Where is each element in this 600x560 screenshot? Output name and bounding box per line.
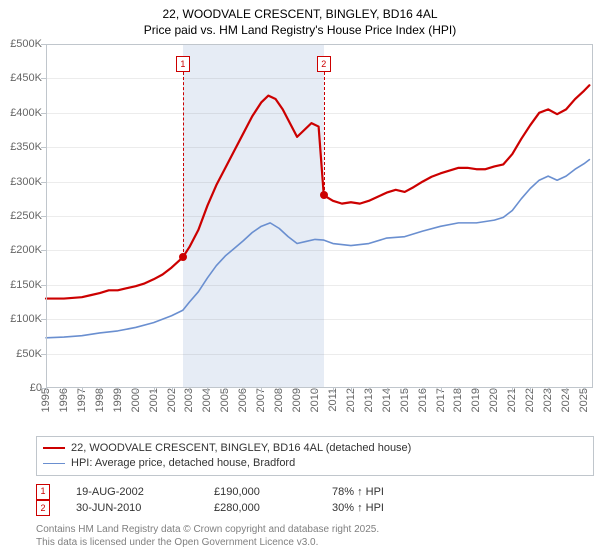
x-tick <box>207 388 208 393</box>
legend-swatch-hpi <box>43 463 65 464</box>
x-tick <box>46 388 47 393</box>
x-tick <box>548 388 549 393</box>
plot-area: 12 £0£50K£100K£150K£200K£250K£300K£350K£… <box>46 44 593 388</box>
legend-item-price-paid: 22, WOODVALE CRESCENT, BINGLEY, BD16 4AL… <box>43 441 587 456</box>
x-tick <box>261 388 262 393</box>
y-tick <box>41 147 46 148</box>
y-tick <box>41 250 46 251</box>
y-tick <box>41 182 46 183</box>
transaction-marker-1: 1 <box>36 484 50 500</box>
x-tick <box>530 388 531 393</box>
x-tick <box>100 388 101 393</box>
transaction-delta-1: 78% ↑ HPI <box>332 484 594 501</box>
transaction-price-1: £190,000 <box>214 484 324 501</box>
transaction-date-1: 19-AUG-2002 <box>58 484 206 501</box>
transaction-dot <box>179 253 187 261</box>
y-tick <box>41 285 46 286</box>
footnote-line-1: Contains HM Land Registry data © Crown c… <box>36 523 594 536</box>
footnote-line-2: This data is licensed under the Open Gov… <box>36 536 594 549</box>
y-tick <box>41 113 46 114</box>
x-tick <box>387 388 388 393</box>
chart-title: 22, WOODVALE CRESCENT, BINGLEY, BD16 4AL… <box>0 0 600 38</box>
transaction-marker-2: 2 <box>36 500 50 516</box>
transaction-marker-box: 1 <box>176 56 190 72</box>
legend-swatch-price-paid <box>43 447 65 449</box>
x-tick <box>154 388 155 393</box>
series-hpi <box>46 160 589 338</box>
title-line-2: Price paid vs. HM Land Registry's House … <box>0 22 600 38</box>
transaction-price-2: £280,000 <box>214 500 324 517</box>
legend-label-hpi: HPI: Average price, detached house, Brad… <box>71 456 295 471</box>
y-tick <box>41 319 46 320</box>
x-tick <box>82 388 83 393</box>
y-tick <box>41 78 46 79</box>
transaction-date-2: 30-JUN-2010 <box>58 500 206 517</box>
series-price_paid <box>46 85 589 298</box>
chart: 12 £0£50K£100K£150K£200K£250K£300K£350K£… <box>0 44 600 428</box>
x-tick <box>494 388 495 393</box>
y-tick <box>41 216 46 217</box>
transaction-row-2: 2 30-JUN-2010 £280,000 30% ↑ HPI <box>36 500 594 517</box>
x-tick <box>315 388 316 393</box>
x-tick <box>351 388 352 393</box>
x-tick <box>441 388 442 393</box>
x-tick <box>243 388 244 393</box>
x-tick <box>566 388 567 393</box>
transaction-row-1: 1 19-AUG-2002 £190,000 78% ↑ HPI <box>36 484 594 501</box>
legend: 22, WOODVALE CRESCENT, BINGLEY, BD16 4AL… <box>36 436 594 476</box>
x-tick <box>476 388 477 393</box>
x-tick <box>279 388 280 393</box>
x-tick <box>423 388 424 393</box>
y-tick <box>41 354 46 355</box>
footnote: Contains HM Land Registry data © Crown c… <box>36 523 594 549</box>
x-tick <box>118 388 119 393</box>
x-tick <box>297 388 298 393</box>
y-tick <box>41 44 46 45</box>
x-tick <box>64 388 65 393</box>
x-tick <box>333 388 334 393</box>
x-tick <box>369 388 370 393</box>
title-line-1: 22, WOODVALE CRESCENT, BINGLEY, BD16 4AL <box>0 6 600 22</box>
x-tick <box>512 388 513 393</box>
series-lines <box>46 44 593 388</box>
x-tick <box>458 388 459 393</box>
x-tick <box>172 388 173 393</box>
transaction-delta-2: 30% ↑ HPI <box>332 500 594 517</box>
x-tick <box>136 388 137 393</box>
legend-and-notes: 22, WOODVALE CRESCENT, BINGLEY, BD16 4AL… <box>36 436 594 549</box>
transaction-dot <box>320 191 328 199</box>
x-tick <box>189 388 190 393</box>
legend-item-hpi: HPI: Average price, detached house, Brad… <box>43 456 587 471</box>
x-tick <box>225 388 226 393</box>
transaction-marker-box: 2 <box>317 56 331 72</box>
transaction-table: 1 19-AUG-2002 £190,000 78% ↑ HPI 2 30-JU… <box>36 484 594 517</box>
transaction-drop-line <box>183 72 185 257</box>
x-tick <box>405 388 406 393</box>
x-tick <box>584 388 585 393</box>
transaction-drop-line <box>324 72 326 195</box>
legend-label-price-paid: 22, WOODVALE CRESCENT, BINGLEY, BD16 4AL… <box>71 441 411 456</box>
